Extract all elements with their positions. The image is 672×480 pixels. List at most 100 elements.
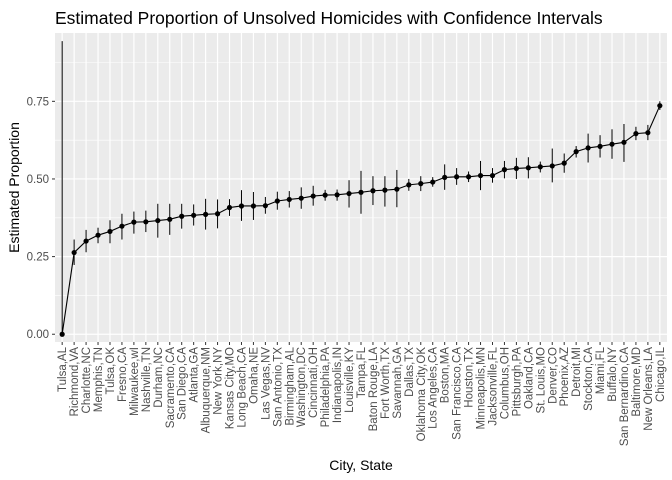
data-point [537,164,543,170]
data-point [549,163,555,169]
x-tick-label: Sacramento,CA [165,347,177,429]
data-point [286,196,292,203]
x-tick-label: Baton Rouge,LA [368,347,380,432]
x-tick-label: San Antonio,TX [272,347,284,427]
data-point [465,174,472,180]
x-tick-label: New Orleans,LA [643,347,655,431]
data-point [250,203,257,209]
x-tick-label: Richmond,VA [69,347,81,417]
x-tick-label: Miami,FL [595,346,607,394]
x-tick-label: Savannah,GA [392,347,404,419]
data-point [191,212,197,218]
x-tick-label: Long Beach,CA [236,347,248,428]
x-tick-label: Phoenix,AZ [559,347,571,406]
data-points [59,103,663,337]
x-tick-label: Buffalo,NY [607,347,619,402]
data-point [83,238,89,244]
data-point [262,203,268,209]
data-point [59,331,65,337]
x-tick-label: Columbus,OH [499,347,511,419]
x-tick-label: Omaha,NE [248,347,260,404]
x-tick-label: Philadelphia,PA [320,347,332,428]
y-tick-label: 0.75 [27,96,49,108]
y-tick-label: 0.00 [27,329,49,341]
x-tick-label: Pittsburgh,PA [511,347,523,417]
x-tick-label: Minneapolis,MN [476,347,488,429]
x-tick-label: Kansas City,MO [225,347,237,429]
x-tick-label: Memphis,TN [93,347,105,412]
data-point [525,165,531,171]
x-tick-label: San Diego,CA [177,347,189,420]
x-tick-label: Nashville,TN [141,347,153,412]
x-tick-label: Washington,DC [296,347,308,427]
x-tick-label: Albuquerque,NM [201,347,213,433]
x-tick-label: Detroit,MI [571,347,583,397]
data-point [597,143,603,149]
y-axis-title: Estimated Proportion [6,122,22,253]
x-tick-label: Fresno,CA [117,347,129,402]
data-point [143,219,149,225]
y-axis: 0.00 0.25 0.50 0.75 [27,96,55,341]
data-point [155,217,161,224]
data-point [71,249,77,256]
x-tick-label: Dallas,TX [404,347,416,397]
x-tick-label: Tampa,FL [356,346,368,398]
data-point [107,228,113,235]
chart-title: Estimated Proportion of Unsolved Homicid… [55,8,603,28]
data-point [358,189,364,195]
x-tick-label: Jacksonville,FL [487,346,499,425]
x-tick-label: St. Louis,MO [535,347,547,414]
data-point [334,192,340,198]
x-tick-label: Atlanta,GA [189,347,201,403]
data-point [179,213,185,219]
data-point [310,193,316,199]
x-tick-label: Oklahoma City,OK [416,347,428,442]
x-tick-label: Boston,MA [440,347,452,404]
x-tick-label: Chicago,IL [655,346,667,402]
data-point [95,232,101,238]
data-point [645,130,651,136]
data-point [633,131,639,137]
data-point [119,223,125,229]
x-axis: Tulsa,AL Richmond,VA Charlotte,NC Memphis,T… [57,342,667,446]
data-point [382,187,388,193]
x-tick-label: Houston,TX [464,347,476,408]
data-point [203,211,209,217]
data-point [274,198,280,204]
x-tick-label: Oakland,CA [523,347,535,409]
x-tick-label: Tulsa,OK [105,347,117,395]
data-point [226,204,233,211]
data-point [322,192,328,198]
data-point [609,141,615,147]
x-tick-label: Charlotte,NC [81,347,93,413]
data-point [418,181,424,187]
x-tick-label: Denver,CO [547,347,559,404]
x-tick-label: Fort Worth,TX [380,347,392,419]
data-point [585,145,591,151]
data-point [657,103,663,109]
x-tick-label: Tulsa,AL [57,346,69,392]
x-tick-label: Louisville,KY [344,347,356,413]
data-point [489,172,496,179]
x-axis-title: City, State [329,457,393,473]
x-tick-label: New York,NY [213,347,225,415]
data-point [442,174,448,181]
data-point [346,190,352,197]
x-tick-label: Los Angeles,CA [428,347,440,429]
x-tick-label: Las Vegas,NV [260,347,272,420]
x-tick-label: Stockton,CA [583,347,595,411]
y-tick-label: 0.50 [27,174,49,186]
data-point [370,188,376,194]
data-point [167,216,173,222]
y-tick-label: 0.25 [27,252,49,264]
x-tick-label: San Bernardino,CA [619,347,631,446]
data-point [131,219,137,225]
data-point [406,182,412,188]
data-point [394,186,400,192]
x-tick-label: Birmingham,AL [284,346,296,425]
x-tick-label: Durham,NC [153,347,165,408]
data-point [513,165,519,172]
x-tick-label: Indianapolis,IN [332,347,344,423]
data-point [573,149,579,155]
x-tick-label: San Francisco,CA [452,347,464,440]
